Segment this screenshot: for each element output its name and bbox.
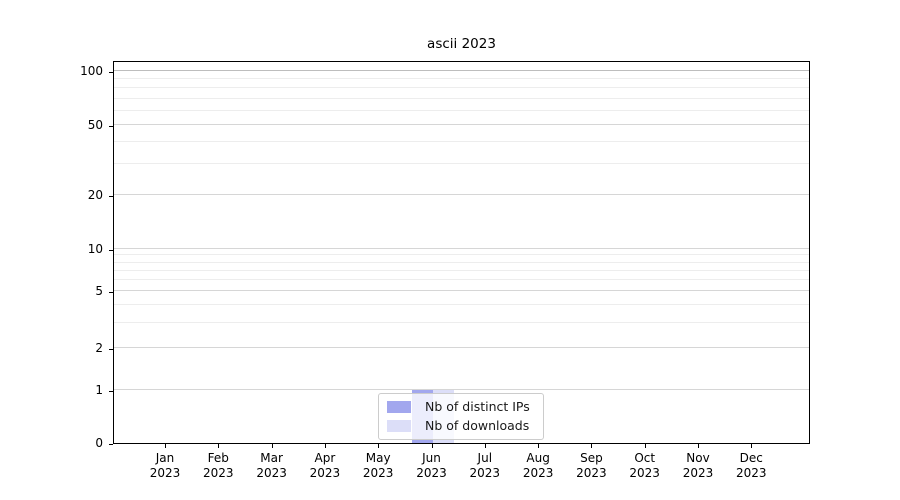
x-tick-label-year: 2023 bbox=[736, 466, 767, 480]
major-gridline bbox=[114, 389, 809, 390]
x-tick-label-month: Dec bbox=[739, 451, 763, 465]
x-tick bbox=[378, 444, 380, 448]
y-tick-label: 10 bbox=[87, 242, 103, 256]
y-tick-label: 0 bbox=[95, 436, 103, 450]
y-tick-label: 100 bbox=[80, 64, 103, 78]
x-tick-label-year: 2023 bbox=[416, 466, 447, 480]
x-tick-label-year: 2023 bbox=[576, 466, 607, 480]
legend: Nb of distinct IPs Nb of downloads bbox=[378, 393, 544, 440]
x-tick-label-month: Sep bbox=[580, 451, 603, 465]
y-tick bbox=[109, 444, 113, 445]
x-tick-label-year: 2023 bbox=[682, 466, 714, 480]
x-tick bbox=[644, 444, 646, 448]
x-tick bbox=[165, 444, 166, 448]
minor-gridline bbox=[114, 279, 809, 281]
y-tick-label: 2 bbox=[95, 340, 103, 355]
x-tick-label-month: Nov bbox=[686, 451, 710, 465]
y-tick bbox=[109, 125, 113, 127]
x-tick bbox=[538, 444, 540, 448]
x-tick-label: Oct 2023 bbox=[615, 451, 675, 481]
x-tick-label: Jan 2023 bbox=[135, 451, 195, 481]
x-tick-label-year: 2023 bbox=[469, 466, 501, 480]
y-tick bbox=[109, 72, 113, 73]
x-tick-label-year: 2023 bbox=[522, 466, 554, 480]
x-tick-label: Apr 2023 bbox=[295, 451, 355, 481]
y-tick bbox=[109, 391, 113, 392]
legend-label: Nb of downloads bbox=[425, 418, 530, 433]
x-tick-label-month: May bbox=[365, 451, 391, 465]
x-tick-label: Sep 2023 bbox=[561, 451, 621, 481]
x-tick-label: Nov 2023 bbox=[668, 451, 728, 481]
y-tick-label: 1 bbox=[95, 383, 103, 397]
minor-gridline bbox=[114, 87, 809, 89]
y-tick-label: 5 bbox=[95, 284, 103, 299]
x-tick-label-month: Apr bbox=[314, 451, 336, 465]
x-tick bbox=[271, 444, 273, 448]
x-tick bbox=[751, 444, 753, 448]
major-gridline bbox=[114, 346, 809, 348]
x-tick bbox=[484, 444, 486, 448]
x-tick-label-year: 2023 bbox=[629, 466, 660, 480]
y-tick bbox=[109, 292, 113, 294]
x-tick-label: Jun 2023 bbox=[402, 451, 462, 481]
legend-swatch bbox=[387, 420, 411, 432]
major-gridline bbox=[114, 290, 809, 292]
x-tick-label: Feb 2023 bbox=[188, 451, 248, 481]
minor-gridline bbox=[114, 97, 809, 99]
x-tick-label-month: Oct bbox=[634, 451, 656, 465]
minor-gridline bbox=[114, 254, 809, 256]
major-gridline bbox=[114, 70, 809, 71]
x-tick-label: Dec 2023 bbox=[721, 451, 781, 481]
x-tick-label-year: 2023 bbox=[309, 466, 341, 480]
x-tick-label-year: 2023 bbox=[362, 466, 394, 480]
x-tick bbox=[591, 444, 593, 448]
minor-gridline bbox=[114, 163, 809, 165]
x-tick bbox=[431, 444, 433, 448]
y-tick-label: 50 bbox=[87, 117, 103, 132]
major-gridline bbox=[114, 123, 809, 125]
minor-gridline bbox=[114, 140, 809, 142]
x-tick-label-month: Aug bbox=[526, 451, 550, 465]
major-gridline bbox=[114, 194, 809, 196]
minor-gridline bbox=[114, 109, 809, 111]
x-tick bbox=[218, 444, 220, 448]
x-tick-label: Mar 2023 bbox=[242, 451, 302, 481]
x-tick-label-year: 2023 bbox=[203, 466, 234, 480]
legend-label: Nb of distinct IPs bbox=[425, 399, 530, 414]
y-tick bbox=[109, 196, 113, 198]
x-tick-label-month: Jul bbox=[477, 451, 493, 465]
minor-gridline bbox=[114, 304, 809, 306]
minor-gridline bbox=[114, 321, 809, 323]
x-tick-label: May 2023 bbox=[348, 451, 408, 481]
x-tick-label-month: Jun bbox=[422, 451, 441, 465]
x-tick-label-year: 2023 bbox=[256, 466, 287, 480]
major-gridline bbox=[114, 248, 809, 249]
x-tick-label-month: Jan bbox=[155, 451, 175, 465]
x-tick-label: Jul 2023 bbox=[455, 451, 515, 481]
x-tick bbox=[324, 444, 326, 448]
legend-swatch bbox=[387, 401, 411, 413]
y-tick-label: 20 bbox=[87, 188, 103, 203]
x-tick-label-month: Feb bbox=[207, 451, 229, 465]
x-tick-label: Aug 2023 bbox=[508, 451, 568, 481]
legend-entry: Nb of downloads bbox=[387, 418, 535, 434]
x-tick-label-year: 2023 bbox=[149, 466, 181, 480]
x-tick bbox=[698, 444, 699, 448]
minor-gridline bbox=[114, 261, 809, 263]
minor-gridline bbox=[114, 78, 809, 80]
legend-entry: Nb of distinct IPs bbox=[387, 399, 535, 415]
plot-area: Nb of distinct IPs Nb of downloads bbox=[113, 61, 810, 444]
x-tick-label-month: Mar bbox=[260, 451, 283, 465]
y-tick bbox=[109, 250, 113, 251]
chart-title: ascii 2023 bbox=[427, 36, 496, 52]
y-tick bbox=[109, 348, 113, 350]
minor-gridline bbox=[114, 269, 809, 271]
